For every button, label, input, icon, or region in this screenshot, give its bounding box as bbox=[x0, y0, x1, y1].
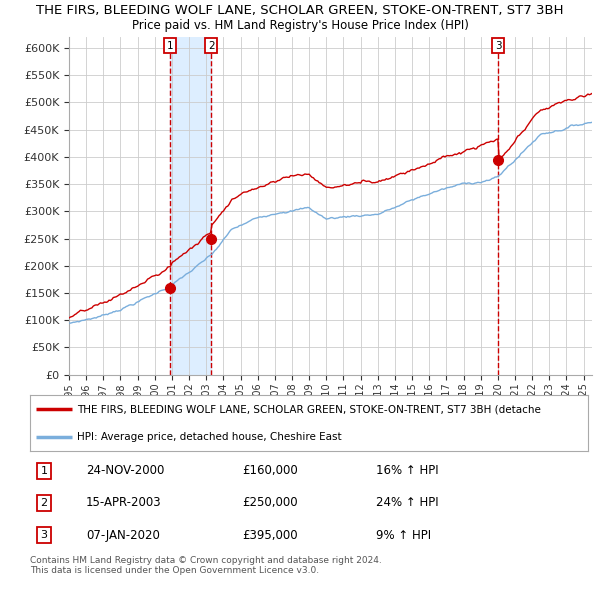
Text: 24-NOV-2000: 24-NOV-2000 bbox=[86, 464, 164, 477]
Text: 16% ↑ HPI: 16% ↑ HPI bbox=[376, 464, 439, 477]
Text: 3: 3 bbox=[495, 41, 502, 51]
Text: £160,000: £160,000 bbox=[242, 464, 298, 477]
Text: Price paid vs. HM Land Registry's House Price Index (HPI): Price paid vs. HM Land Registry's House … bbox=[131, 19, 469, 32]
Text: 07-JAN-2020: 07-JAN-2020 bbox=[86, 529, 160, 542]
Text: 2: 2 bbox=[40, 498, 47, 508]
Text: 24% ↑ HPI: 24% ↑ HPI bbox=[376, 496, 439, 510]
Text: £395,000: £395,000 bbox=[242, 529, 298, 542]
Text: HPI: Average price, detached house, Cheshire East: HPI: Average price, detached house, Ches… bbox=[77, 432, 342, 442]
Text: This data is licensed under the Open Government Licence v3.0.: This data is licensed under the Open Gov… bbox=[30, 566, 319, 575]
Text: 9% ↑ HPI: 9% ↑ HPI bbox=[376, 529, 431, 542]
Text: 15-APR-2003: 15-APR-2003 bbox=[86, 496, 161, 510]
Text: 3: 3 bbox=[40, 530, 47, 540]
Bar bbox=[170, 37, 211, 375]
Text: 2: 2 bbox=[208, 41, 215, 51]
Text: Contains HM Land Registry data © Crown copyright and database right 2024.: Contains HM Land Registry data © Crown c… bbox=[30, 556, 382, 565]
Text: THE FIRS, BLEEDING WOLF LANE, SCHOLAR GREEN, STOKE-ON-TRENT, ST7 3BH: THE FIRS, BLEEDING WOLF LANE, SCHOLAR GR… bbox=[36, 4, 564, 17]
Text: 1: 1 bbox=[167, 41, 173, 51]
Text: 1: 1 bbox=[40, 466, 47, 476]
Text: THE FIRS, BLEEDING WOLF LANE, SCHOLAR GREEN, STOKE-ON-TRENT, ST7 3BH (detache: THE FIRS, BLEEDING WOLF LANE, SCHOLAR GR… bbox=[77, 404, 541, 414]
Text: £250,000: £250,000 bbox=[242, 496, 298, 510]
